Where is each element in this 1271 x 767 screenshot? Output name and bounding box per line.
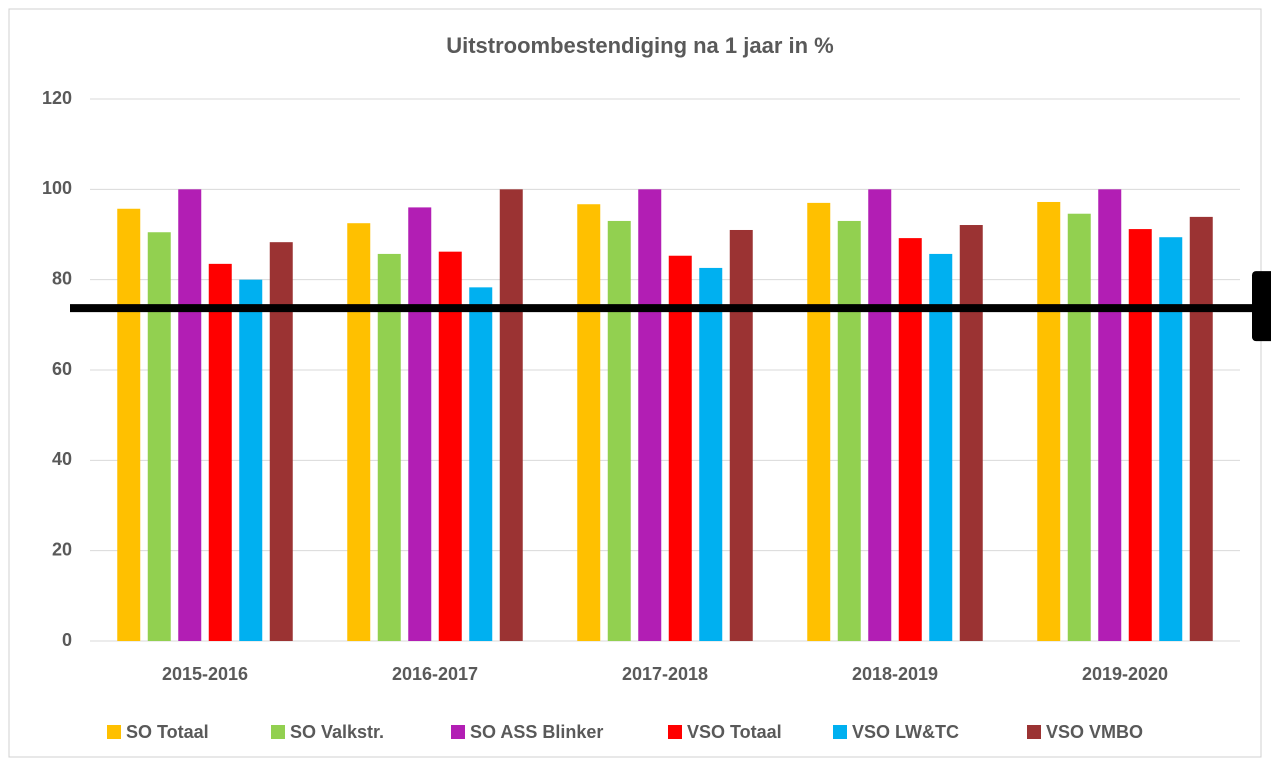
- legend-label: VSO LW&TC: [852, 722, 959, 742]
- bar: [1098, 189, 1122, 642]
- bar: [638, 189, 662, 642]
- x-tick-label: 2015-2016: [162, 664, 248, 684]
- bar: [1189, 216, 1213, 641]
- bar: [959, 225, 983, 641]
- legend-label: VSO VMBO: [1046, 722, 1143, 742]
- bar: [208, 263, 232, 641]
- legend-label: SO Valkstr.: [290, 722, 384, 742]
- legend-swatch: [107, 725, 121, 739]
- legend-swatch: [451, 725, 465, 739]
- bar: [438, 251, 462, 641]
- legend-label: SO ASS Blinker: [470, 722, 603, 742]
- y-tick-label: 120: [42, 88, 72, 108]
- bar: [807, 202, 831, 641]
- bar: [117, 208, 141, 641]
- y-tick-label: 80: [52, 268, 72, 288]
- bar: [1128, 229, 1152, 641]
- legend-swatch: [1027, 725, 1041, 739]
- bar: [469, 287, 493, 641]
- x-tick-label: 2019-2020: [1082, 664, 1168, 684]
- bar: [929, 253, 953, 641]
- bar: [1067, 213, 1091, 641]
- x-tick-label: 2018-2019: [852, 664, 938, 684]
- bar: [178, 189, 202, 642]
- y-tick-label: 0: [62, 630, 72, 650]
- legend-label: VSO Totaal: [687, 722, 782, 742]
- bar: [898, 238, 922, 641]
- bar: [668, 255, 692, 641]
- chart-title: Uitstroombestendiging na 1 jaar in %: [446, 33, 834, 58]
- bar: [699, 267, 723, 641]
- y-tick-label: 60: [52, 359, 72, 379]
- y-tick-label: 40: [52, 449, 72, 469]
- y-tick-label: 20: [52, 539, 72, 559]
- bar: [239, 279, 263, 641]
- bar: [408, 207, 432, 641]
- bar: [868, 189, 892, 642]
- legend-swatch: [271, 725, 285, 739]
- bar: [347, 223, 371, 642]
- bar: [147, 232, 171, 641]
- x-tick-label: 2016-2017: [392, 664, 478, 684]
- bar: [607, 220, 631, 641]
- legend-label: SO Totaal: [126, 722, 209, 742]
- legend-swatch: [668, 725, 682, 739]
- bar: [269, 242, 293, 641]
- bar: [377, 253, 401, 641]
- reference-label-box: [1252, 271, 1271, 342]
- bar: [1037, 201, 1061, 642]
- bar: [1159, 237, 1183, 641]
- x-tick-label: 2017-2018: [622, 664, 708, 684]
- y-tick-label: 100: [42, 178, 72, 198]
- bar: [837, 220, 861, 641]
- bar: [499, 189, 523, 642]
- legend-swatch: [833, 725, 847, 739]
- bar: [729, 229, 753, 641]
- bar: [577, 204, 601, 641]
